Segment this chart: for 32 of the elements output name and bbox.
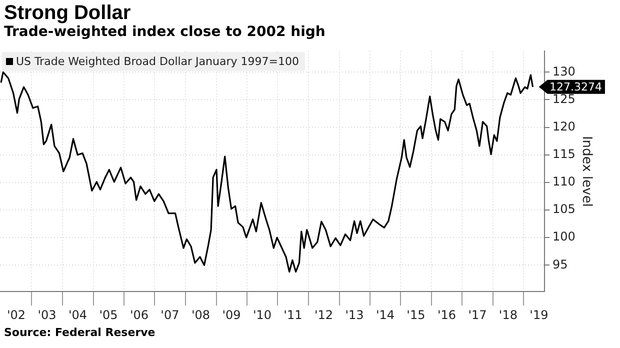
x-tick-label: '11 [284, 308, 302, 322]
x-tick-label: '06 [130, 308, 149, 322]
x-tick-label: '18 [498, 308, 518, 322]
x-tick-label: '07 [160, 308, 180, 322]
y-tick-label: 115 [552, 146, 576, 161]
y-tick-label: 120 [552, 119, 576, 134]
x-tick-label: '05 [99, 308, 118, 322]
x-tick-label: '19 [530, 308, 548, 322]
source-note: Source: Federal Reserve [4, 326, 156, 339]
y-tick-label: 130 [552, 64, 576, 78]
x-tick-label: '02 [6, 308, 26, 322]
x-tick-label: '08 [191, 308, 210, 322]
x-tick-label: '04 [68, 308, 88, 322]
legend-label: US Trade Weighted Broad Dollar January 1997=100 [16, 55, 299, 68]
chart-subtitle: Trade-weighted index close to 2002 high [4, 24, 326, 41]
y-tick-label: 95 [552, 257, 568, 272]
x-tick-label: '14 [376, 308, 395, 322]
y-tick-label: 125 [552, 92, 576, 106]
annotation: 127.3274 [549, 80, 602, 94]
x-tick-label: '10 [252, 308, 272, 322]
y-tick-label: 105 [552, 202, 576, 216]
x-tick-label: '16 [437, 308, 456, 322]
y-axis-title: Index level [578, 136, 594, 207]
y-tick-label: 110 [552, 174, 576, 189]
chart-title: Strong Dollar [4, 2, 132, 24]
x-tick-label: '17 [468, 308, 487, 322]
x-tick-label: '09 [222, 308, 241, 322]
x-tick-label: '15 [406, 308, 426, 322]
x-tick-label: '12 [314, 308, 334, 322]
x-tick-label: '03 [38, 308, 56, 322]
x-tick-label: '13 [345, 308, 364, 322]
y-tick-label: 100 [552, 230, 576, 244]
